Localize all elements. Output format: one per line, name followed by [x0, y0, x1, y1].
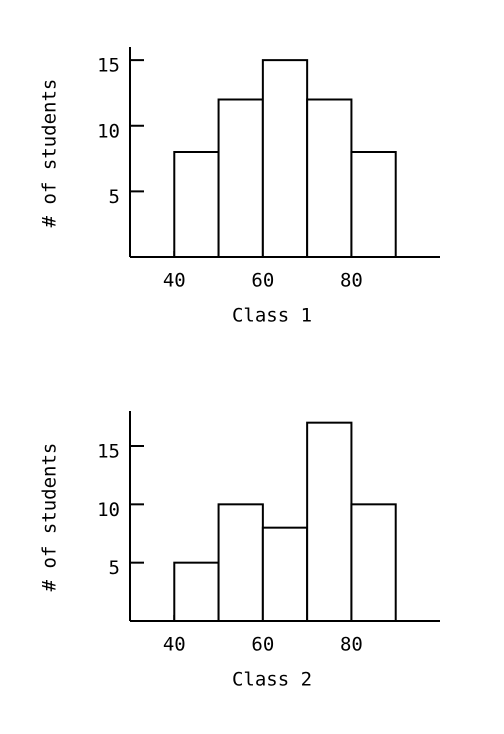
- x-axis-label: Class 2: [232, 669, 312, 691]
- y-tick-label: 10: [97, 120, 120, 142]
- bar: [217, 503, 264, 623]
- x-tick-label: 60: [251, 634, 274, 656]
- y-axis-label: # of students: [39, 79, 61, 228]
- chart: 5 10 15 40 60 80 Class 1 # of students: [39, 47, 440, 327]
- bar: [306, 98, 353, 258]
- y-tick-label: 15: [97, 441, 120, 463]
- x-tick-label: 80: [340, 270, 363, 292]
- bar: [261, 59, 309, 258]
- y-tick-label: 15: [97, 55, 120, 77]
- x-tick-label: 60: [251, 270, 274, 292]
- x-tick-label: 80: [340, 634, 363, 656]
- x-axis-label: Class 1: [232, 305, 312, 327]
- bar: [306, 421, 353, 622]
- y-tick-label: 10: [97, 499, 120, 521]
- x-tick-label: 40: [163, 634, 186, 656]
- y-tick-label: 5: [109, 557, 120, 579]
- y-tick-label: 5: [109, 186, 120, 208]
- x-tick-label: 40: [163, 270, 186, 292]
- bar: [173, 561, 220, 623]
- bar: [217, 98, 264, 258]
- bar: [350, 503, 397, 623]
- chart: 5 10 15 40 60 80 Class 2 # of students: [39, 411, 440, 691]
- y-axis-label: # of students: [39, 443, 61, 592]
- bar: [350, 151, 397, 258]
- bar: [261, 526, 309, 623]
- bar: [173, 151, 220, 258]
